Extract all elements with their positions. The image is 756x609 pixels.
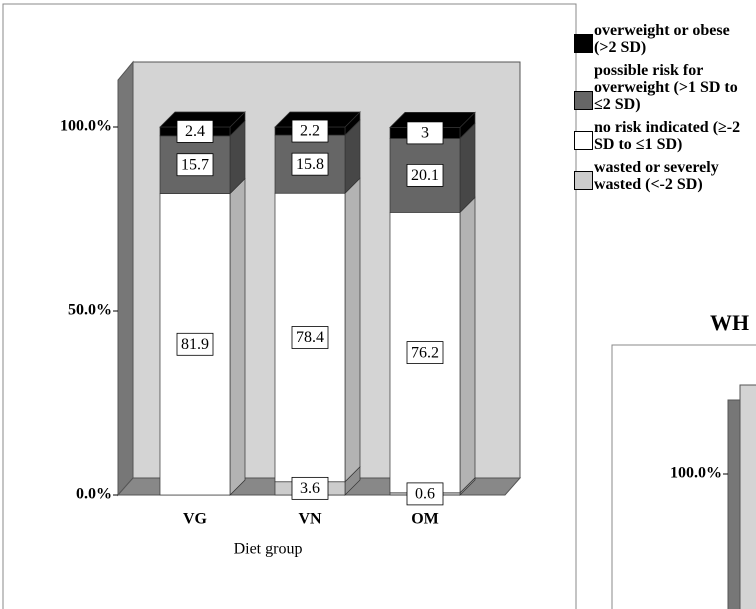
x-tick-label: OM [411, 511, 439, 528]
legend-label: possible risk for overweight (>1 SD to ≤… [594, 62, 738, 113]
data-label: 76.2 [411, 344, 439, 361]
back-wall [739, 384, 756, 609]
legend-label: no risk indicated (≥-2 SD to ≤1 SD) [594, 119, 741, 153]
side-wall [117, 60, 134, 497]
data-label-box [291, 119, 329, 143]
data-label-box [406, 482, 444, 506]
side-wall [727, 399, 741, 609]
data-label-box [291, 152, 329, 176]
data-label-box [291, 476, 329, 500]
y-tick-label: 50.0% [68, 302, 112, 319]
bar-side [344, 177, 361, 483]
data-label: 3.6 [300, 480, 320, 497]
legend-label: wasted or severely wasted (<-2 SD) [594, 159, 719, 193]
data-label: 3 [421, 125, 429, 142]
y-tick-label: 100.0% [60, 118, 112, 135]
legend-item: overweight or obese (>2 SD) [574, 22, 756, 56]
data-label: 15.8 [296, 156, 324, 173]
legend-swatch [574, 34, 593, 53]
legend-swatch [574, 171, 593, 190]
data-label: 2.2 [300, 123, 320, 140]
legend-item: wasted or severely wasted (<-2 SD) [574, 159, 756, 193]
data-label: 15.7 [181, 156, 209, 173]
bar-side [229, 177, 246, 496]
legend-swatch [574, 131, 593, 150]
bar-side [459, 122, 476, 214]
data-label-box [176, 332, 214, 356]
data-label: 2.4 [185, 123, 205, 140]
x-axis-label: Diet group [234, 541, 303, 558]
data-label: 78.4 [296, 329, 324, 346]
data-label-box [176, 153, 214, 177]
data-label: 0.6 [415, 486, 435, 503]
x-tick-label: VN [298, 511, 322, 528]
legend: overweight or obese (>2 SD) possible risk… [574, 22, 756, 199]
legend-label: overweight or obese (>2 SD) [594, 22, 730, 56]
legend-item: possible risk for overweight (>1 SD to ≤… [574, 62, 756, 113]
data-label: 20.1 [411, 167, 439, 184]
y-tick-label: 100.0% [670, 465, 722, 482]
bar-side [459, 196, 476, 494]
data-label-box [291, 326, 329, 349]
y-tick-label: 0.0% [76, 486, 112, 503]
chart-title: WH [710, 310, 749, 335]
data-label-box [406, 341, 444, 364]
data-label-box [406, 121, 444, 145]
data-label-box [176, 120, 214, 143]
legend-swatch [574, 91, 593, 110]
legend-item: no risk indicated (≥-2 SD to ≤1 SD) [574, 119, 756, 153]
data-label-box [406, 163, 444, 187]
data-label: 81.9 [181, 336, 209, 353]
x-tick-label: VG [183, 511, 208, 528]
